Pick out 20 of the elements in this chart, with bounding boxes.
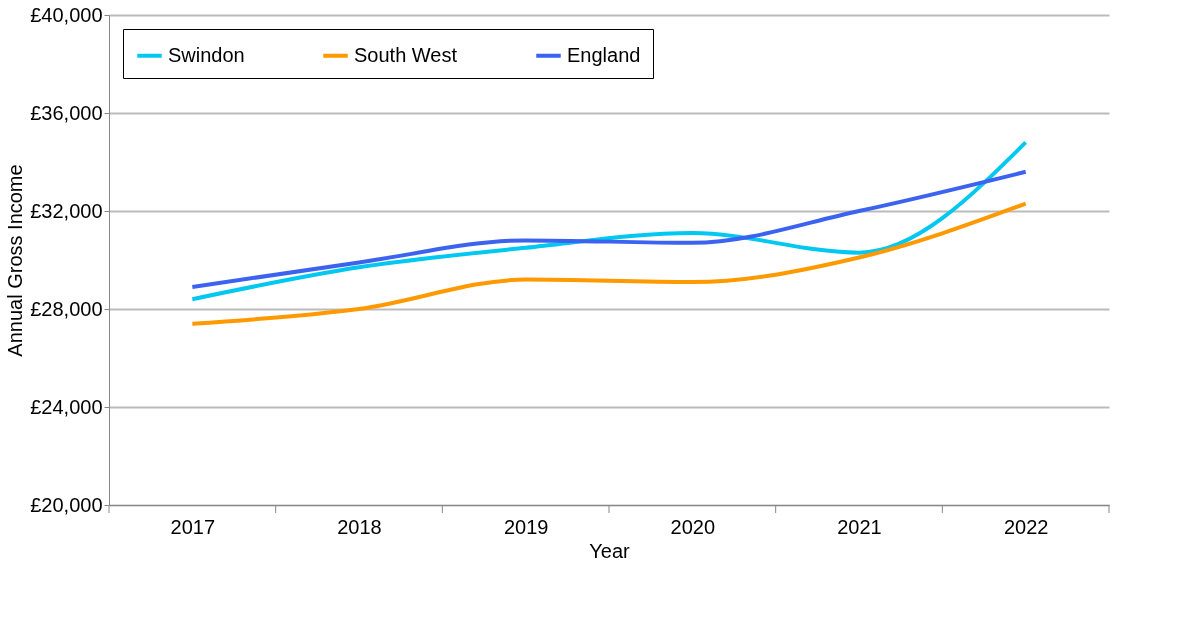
x-axis-title: Year bbox=[589, 539, 631, 562]
x-tick-label: 2020 bbox=[670, 515, 716, 538]
y-tick-label: £24,000 bbox=[30, 395, 103, 418]
y-axis-title: Annual Gross Income bbox=[4, 164, 27, 357]
legend-label: Swindon bbox=[168, 43, 245, 66]
y-tick-label: £32,000 bbox=[30, 199, 103, 222]
line-series bbox=[190, 169, 1028, 289]
x-tick-label: 2018 bbox=[337, 515, 382, 538]
x-tick-label: 2019 bbox=[503, 515, 549, 538]
line-series bbox=[190, 201, 1028, 326]
x-tick-label: 2022 bbox=[1003, 515, 1049, 538]
line-series bbox=[190, 140, 1028, 302]
x-tick-label: 2017 bbox=[170, 515, 216, 538]
y-tick-label: £20,000 bbox=[30, 493, 103, 516]
legend-label: South West bbox=[354, 43, 458, 66]
legend-label: England bbox=[567, 43, 641, 66]
y-tick-label: £36,000 bbox=[30, 101, 103, 124]
x-tick-label: 2021 bbox=[837, 515, 882, 538]
y-tick-label: £40,000 bbox=[30, 3, 103, 26]
y-tick-label: £28,000 bbox=[30, 297, 103, 320]
